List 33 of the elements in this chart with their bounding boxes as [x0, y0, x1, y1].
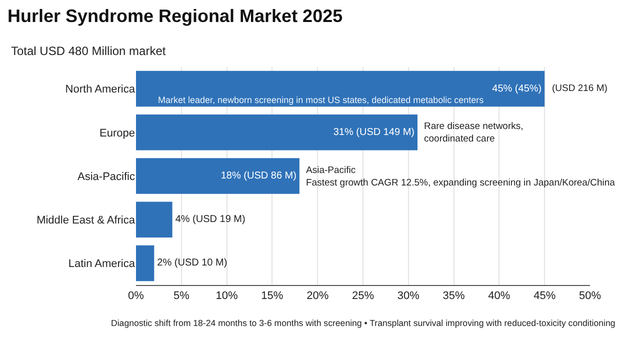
- x-tick-label: 25%: [352, 290, 374, 302]
- bar: [136, 70, 545, 107]
- data-label: 31% (USD 149 M): [333, 126, 414, 138]
- text: Diagnostic shift from 18-24 months to 3-6 months with screening • Transplant survival improving with reduced-toxicity conditioning: [111, 318, 616, 328]
- annotation: (USD 216 M): [552, 83, 608, 94]
- bar: [136, 202, 172, 238]
- x-tick-label: 35%: [442, 290, 466, 302]
- data-label: 18% (USD 86 M): [220, 170, 296, 182]
- annotation: Market leader, newborn screening in most US states, dedicated metabolic centers: [158, 95, 484, 105]
- x-tick-label: 30%: [397, 290, 420, 302]
- y-tick-label: North America: [65, 84, 136, 96]
- x-tick-label: 10%: [216, 290, 238, 302]
- x-tick-label: 0%: [128, 290, 144, 302]
- x-tick-label: 45%: [534, 290, 556, 302]
- y-tick-label: Asia-Pacific: [78, 170, 136, 183]
- y-tick-label: Europe: [100, 127, 135, 140]
- bar: [136, 114, 418, 150]
- annotation: Asia-Pacific Fastest growth CAGR 12.5%, expanding screening in Japan/Korea/China: [306, 165, 616, 188]
- x-tick-label: 20%: [306, 290, 329, 302]
- data-label: 45% (45%): [492, 83, 542, 94]
- x-tick-label: 40%: [488, 290, 510, 302]
- annotation: Rare disease networks, coordinated care: [424, 121, 524, 144]
- y-tick-label: Middle East & Africa: [36, 214, 136, 226]
- chart-title: Hurler Syndrome Regional Market 2025: [7, 6, 343, 26]
- x-tick-label: 15%: [261, 290, 284, 302]
- chart-subtitle: Total USD 480 Million market: [11, 44, 166, 58]
- y-tick-label: Latin America: [68, 258, 136, 270]
- bar: [136, 158, 300, 194]
- x-tick-label: 5%: [173, 290, 190, 302]
- x-tick-label: 50%: [578, 290, 602, 302]
- bar: [136, 245, 154, 282]
- data-label: 4% (USD 19 M): [175, 214, 246, 226]
- data-label: 2% (USD 10 M): [157, 258, 228, 269]
